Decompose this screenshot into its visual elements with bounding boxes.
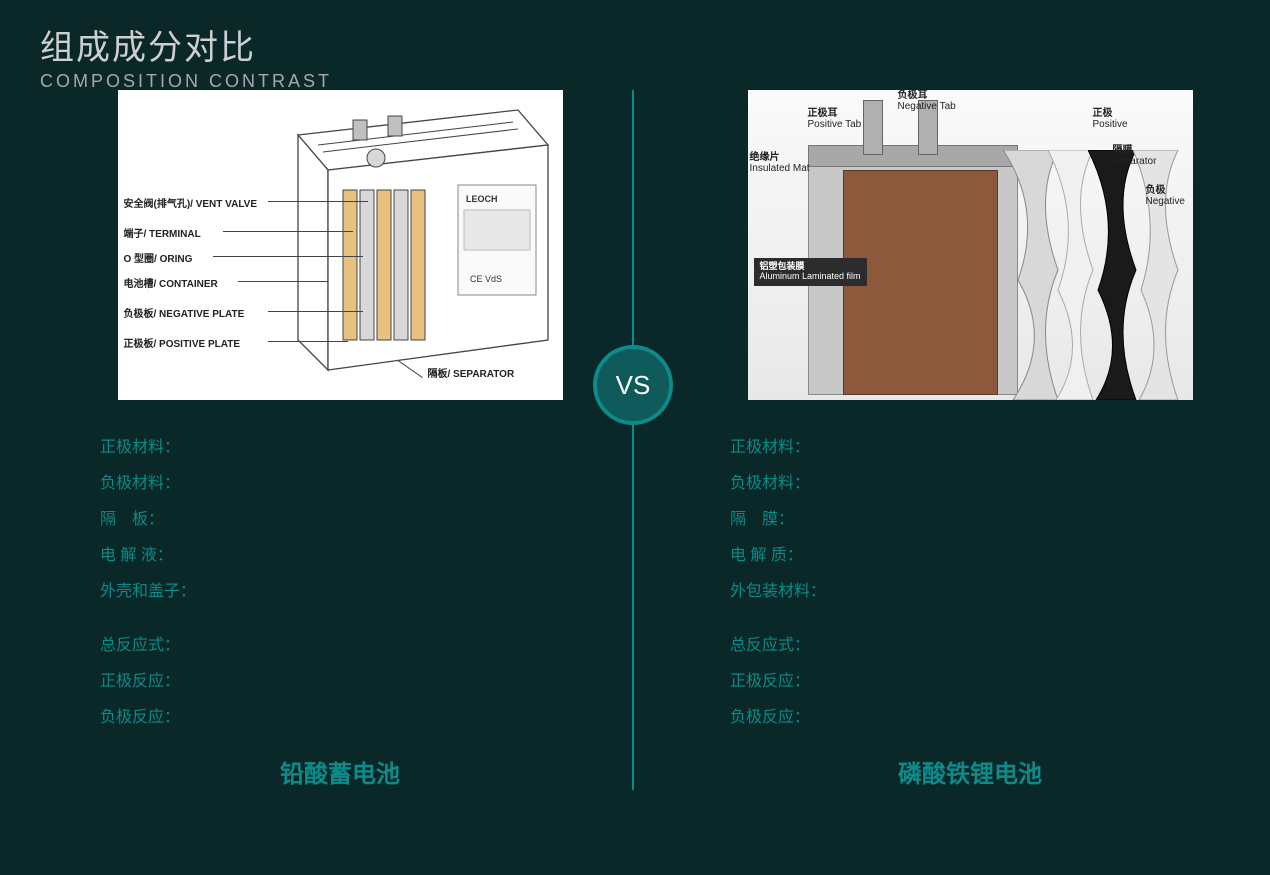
title-en: COMPOSITION CONTRAST [40,71,332,92]
prop-row: 总反应式： [100,628,590,664]
prop-row: 电 解 质： [730,538,1220,574]
svg-text:CE VdS: CE VdS [470,274,502,284]
lfp-callout: 正极耳 Positive Tab [808,108,862,130]
prop-row: 隔 膜： [730,502,1220,538]
lfp-pos-tab [863,100,883,155]
la-separator-label: 隔板/ SEPARATOR [428,365,515,380]
left-battery-name: 铅酸蓄电池 [90,754,590,789]
prop-row: 总反应式： [730,628,1220,664]
prop-row: 正极材料： [730,430,1220,466]
lead-acid-svg: LEOCH CE VdS [118,90,563,400]
right-properties: 正极材料： 负极材料： 隔 膜： 电 解 质： 外包装材料： 总反应式： 正极反… [730,430,1220,736]
lead-acid-diagram: LEOCH CE VdS 安全阀(排气孔)/ VENT VALVE 端子/ TE… [118,90,563,400]
prop-row: 负极反应： [100,700,590,736]
prop-row: 负极材料： [730,466,1220,502]
prop-row: 外包装材料： [730,574,1220,610]
la-callout: 安全阀(排气孔)/ VENT VALVE [124,195,258,210]
lfp-film-callout: 铝塑包装膜 Aluminum Laminated film [754,258,867,286]
prop-row: 正极材料： [100,430,590,466]
header: 组成成分对比 COMPOSITION CONTRAST [40,20,332,92]
right-panel: 正极耳 Positive Tab 负极耳 Negative Tab 绝缘片 In… [720,90,1220,789]
la-callout: 端子/ TERMINAL [124,225,201,240]
prop-row: 电 解 液： [100,538,590,574]
la-callout: O 型圈/ ORING [124,250,193,265]
prop-row: 正极反应： [100,664,590,700]
vs-badge: VS [593,345,673,425]
prop-row: 负极反应： [730,700,1220,736]
prop-row: 负极材料： [100,466,590,502]
lfp-callout: 绝缘片 Insulated Mat [750,152,810,174]
center-divider [632,90,634,790]
lfp-diagram: 正极耳 Positive Tab 负极耳 Negative Tab 绝缘片 In… [748,90,1193,400]
lfp-callout: 负极耳 Negative Tab [898,90,956,112]
lfp-callout: 隔膜 Separator [1113,145,1157,167]
left-properties: 正极材料： 负极材料： 隔 板： 电 解 液： 外壳和盖子： 总反应式： 正极反… [100,430,590,736]
la-callout: 负极板/ NEGATIVE PLATE [124,305,245,320]
prop-row: 隔 板： [100,502,590,538]
title-zh: 组成成分对比 [40,20,332,69]
la-callout: 正极板/ POSITIVE PLATE [124,335,241,350]
svg-text:LEOCH: LEOCH [466,194,498,204]
lfp-insulated-mat [808,145,1018,167]
prop-row: 外壳和盖子： [100,574,590,610]
right-battery-name: 磷酸铁锂电池 [720,754,1220,789]
left-panel: LEOCH CE VdS 安全阀(排气孔)/ VENT VALVE 端子/ TE… [90,90,590,789]
la-callout: 电池槽/ CONTAINER [124,275,218,290]
lfp-callout: 正极 Positive [1093,108,1128,130]
prop-row: 正极反应： [730,664,1220,700]
lfp-callout: 负极 Negative [1146,185,1185,207]
